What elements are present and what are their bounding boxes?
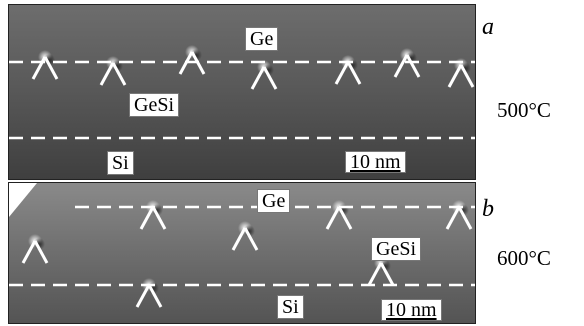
dislocation-arm (151, 206, 167, 230)
dislocation-arm (231, 227, 247, 251)
label-gesi-a: GeSi (129, 93, 179, 117)
panel-letter-b: b (482, 196, 494, 222)
dislocation-arm (250, 66, 266, 90)
temperature-label-b: 600°C (497, 246, 551, 270)
label-si-b: Si (277, 295, 304, 319)
dislocation-arm (243, 227, 259, 251)
dislocation-arm (379, 262, 395, 286)
label-ge-a: Ge (245, 27, 279, 51)
dislocation-arm (334, 61, 350, 85)
dislocation-arm (43, 56, 59, 80)
temperature-label-a: 500°C (497, 98, 551, 122)
dislocation-arm (447, 64, 463, 88)
dislocation-arm (325, 206, 341, 230)
dislocation-arm (445, 206, 461, 230)
dislocation-arm (33, 240, 49, 264)
dislocation-arm (147, 284, 163, 308)
dislocation-arm (31, 56, 47, 80)
label-si-a: Si (107, 151, 134, 175)
label-ge-b: Ge (257, 189, 291, 213)
dislocation-arm (99, 62, 115, 86)
dislocation-arm (262, 66, 278, 90)
micrograph-a-image (9, 5, 475, 179)
dislocation-arm (139, 206, 155, 230)
dislocation-arm (393, 54, 409, 78)
dislocation-markers-b (21, 200, 473, 308)
dislocation-arm (337, 206, 353, 230)
scale-bar-b: 10 nm (381, 299, 442, 321)
label-gesi-b: GeSi (371, 237, 421, 261)
dislocation-arm (457, 206, 473, 230)
dislocation-arm (21, 240, 37, 264)
dislocation-arm (367, 262, 383, 286)
dislocation-arm (111, 62, 127, 86)
dislocation-arm (405, 54, 421, 78)
micrograph-panel-b: Ge GeSi Si 10 nm (8, 182, 476, 324)
dislocation-arm (346, 61, 362, 85)
panel-letter-a: a (482, 14, 494, 40)
scale-bar-a: 10 nm (345, 151, 406, 173)
dislocation-arm (135, 284, 151, 308)
micrograph-panel-a: Ge GeSi Si 10 nm (8, 4, 476, 180)
dislocation-arm (459, 64, 475, 88)
